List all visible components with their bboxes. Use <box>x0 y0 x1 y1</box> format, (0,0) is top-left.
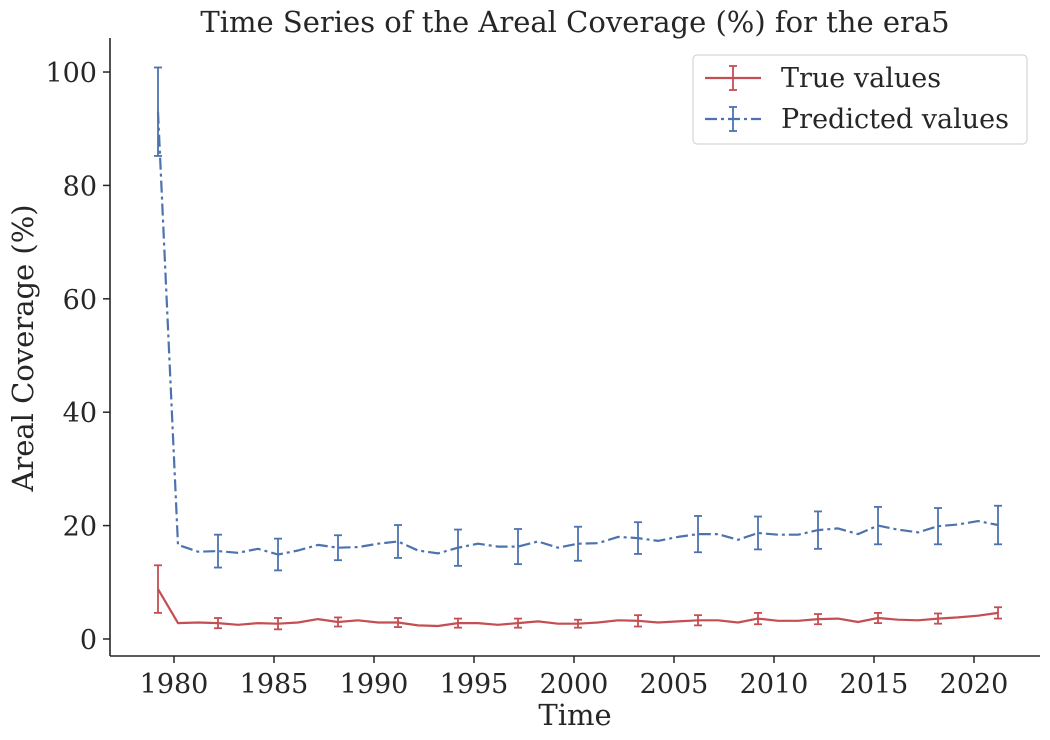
x-tick-label: 2020 <box>940 669 1009 700</box>
error-bar <box>514 528 522 566</box>
error-bar <box>754 515 762 551</box>
error-bar <box>454 617 462 629</box>
x-tick-label: 2015 <box>840 669 909 700</box>
y-tick-label: 20 <box>63 512 97 543</box>
error-bar <box>814 613 822 626</box>
error-bar <box>694 515 702 554</box>
legend-label: Predicted values <box>781 104 1009 135</box>
legend: True values Predicted values <box>692 54 1028 145</box>
series-true-values <box>154 564 1002 631</box>
y-tick-label: 60 <box>63 285 97 316</box>
error-bar <box>634 614 642 628</box>
series-line <box>156 111 999 556</box>
error-bar <box>334 534 342 562</box>
error-bar <box>394 524 402 559</box>
legend-frame <box>692 54 1028 145</box>
y-axis-label: Areal Coverage (%) <box>6 204 40 492</box>
error-bar <box>514 617 522 629</box>
error-bar <box>754 612 762 626</box>
y-tick-label: 0 <box>80 625 97 656</box>
error-bar <box>274 617 282 631</box>
error-bar <box>274 537 282 572</box>
error-bar <box>994 504 1002 546</box>
x-tick-label: 1980 <box>140 669 209 700</box>
legend-item-predicted-values: Predicted values <box>705 104 1009 135</box>
error-bar <box>874 505 882 546</box>
y-axis-ticks: 0 20 40 60 80 100 <box>45 58 110 656</box>
error-bar <box>934 612 942 625</box>
series-predicted-values <box>154 66 1002 572</box>
error-bar <box>214 533 222 569</box>
legend-item-true-values: True values <box>705 63 941 94</box>
x-tick-label: 1995 <box>440 669 509 700</box>
error-bar <box>574 525 582 562</box>
x-tick-label: 2010 <box>740 669 809 700</box>
x-axis-label: Time <box>538 698 611 732</box>
error-bar <box>994 606 1002 620</box>
error-bar <box>874 612 882 625</box>
error-bar <box>154 66 162 157</box>
x-tick-label: 1985 <box>240 669 309 700</box>
error-bar <box>454 528 462 567</box>
error-bar <box>574 618 582 629</box>
x-tick-label: 1990 <box>340 669 409 700</box>
error-bar <box>154 564 162 614</box>
x-axis-ticks: 1980 1985 1990 1995 2000 2005 2010 2015 2020 <box>140 656 1009 700</box>
x-tick-label: 2000 <box>540 669 609 700</box>
error-bar <box>334 616 342 628</box>
y-tick-label: 100 <box>45 58 97 89</box>
y-tick-label: 80 <box>63 171 97 202</box>
error-bar <box>934 507 942 546</box>
error-bar <box>814 510 822 550</box>
legend-label: True values <box>781 63 941 94</box>
error-bar <box>214 617 222 630</box>
chart-title: Time Series of the Areal Coverage (%) fo… <box>200 5 949 39</box>
x-tick-label: 2005 <box>640 669 709 700</box>
error-bar <box>694 614 702 627</box>
error-bar <box>634 521 642 555</box>
error-bar <box>394 617 402 628</box>
plot-area <box>154 66 1002 631</box>
y-tick-label: 40 <box>63 398 97 429</box>
